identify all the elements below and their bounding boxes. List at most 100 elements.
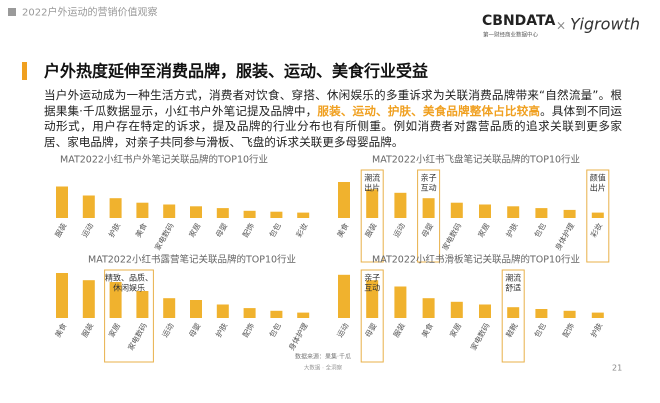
annotation-text: 出片 [590,183,606,193]
x-tick-label: 运动 [79,221,95,239]
x-tick-label: 护肤 [588,321,604,339]
bar [243,210,256,218]
bar [82,195,95,218]
annotation-text: 精致、品质、 [105,273,153,283]
bar [56,186,68,218]
chart-title: MAT2022小红书户外笔记关联品牌的TOP10行业 [60,154,268,166]
annotation-text: 潮流 [505,273,521,283]
x-tick-label: 家居 [447,321,463,339]
bar [270,211,283,218]
x-tick-label: 母婴 [214,221,230,239]
bar [109,198,122,218]
logo-sub: 第一财经商业数据中心 [483,31,539,39]
annotation-text: 亲子 [421,173,437,183]
bar [136,202,149,218]
title-bar [22,62,27,80]
bar [394,192,407,218]
bar [243,308,256,318]
bar [507,206,520,218]
x-tick-label: 家电数码 [440,221,464,252]
section-title: 2022户外运动的营销价值观察 [22,6,157,19]
bar [190,300,202,318]
bar [422,298,435,318]
chart-title: MAT2022小红书滑板笔记关联品牌的TOP10行业 [372,254,580,266]
bar [535,309,548,318]
bar [394,286,407,318]
logo-main: CBNDATA [482,13,555,29]
x-tick-label: 服装 [363,221,379,239]
para-text: 。具体到不同运动形式，用户存在特定的诉求，提及品牌的行业分布也有所侧重。例如消费… [44,103,622,149]
x-tick-label: 家电数码 [468,321,492,352]
bar [479,304,491,318]
slide-title: 户外热度延伸至消费品牌，服装、运动、美食行业受益 [44,62,428,81]
x-tick-label: 美食 [419,321,435,339]
x-tick-label: 护肤 [106,221,122,239]
x-tick-label: 身体护理 [286,321,310,352]
x-tick-label: 母婴 [187,321,203,339]
x-tick-label: 鞋靴 [504,321,520,339]
x-tick-label: 配饰 [240,321,256,339]
annotation-text: 休闲娱乐 [113,283,145,293]
annotation-box [417,169,441,263]
bar [338,182,350,218]
x-tick-label: 运动 [391,221,407,239]
logo-cross: × [556,19,566,33]
para-highlight: 服装、运动、护肤、美食品牌整体占比较高 [317,103,541,118]
x-tick-label: 包包 [532,321,548,339]
bar [216,304,229,318]
x-tick-label: 家居 [106,321,122,339]
bar [366,280,379,318]
x-tick-label: 运动 [334,321,350,339]
x-tick-label: 身体护理 [552,221,576,252]
x-tick-label: 美食 [133,221,149,239]
annotation-text: 出片 [364,183,380,193]
slogan: 大数据 · 全洞察 [304,364,343,372]
bar [535,208,548,218]
bar [56,273,68,318]
x-tick-label: 包包 [267,221,283,239]
bar [591,212,604,218]
para-text: 当户外运动成为一种生活方式，消费者对饮食、穿搭、休闲娱乐的多重诉求为关联消费品牌… [44,88,622,118]
section-marker [8,8,16,16]
x-tick-label: 彩妆 [588,221,604,239]
x-tick-label: 服装 [391,321,407,339]
annotation-text: 亲子 [364,273,380,283]
chart-title: MAT2022小红书飞盘笔记关联品牌的TOP10行业 [372,154,580,166]
bar [136,291,149,318]
x-tick-label: 服装 [79,321,95,339]
x-tick-label: 护肤 [504,221,520,239]
x-tick-label: 家居 [475,221,491,239]
x-tick-label: 美食 [52,321,68,339]
bar [270,310,283,318]
annotation-text: 舒适 [505,283,521,293]
bar [109,282,122,318]
annotation-box [104,269,154,363]
x-tick-label: 配饰 [560,321,576,339]
bar [216,208,229,218]
bar [479,204,491,218]
x-tick-label: 母婴 [363,321,379,339]
x-tick-label: 美食 [334,221,350,239]
source: 数据来源：果集·千瓜 [295,353,351,361]
logo-partner: Yigrowth [570,15,640,34]
x-tick-label: 家居 [186,221,202,239]
bar [163,298,176,318]
bar [163,204,176,218]
annotation-box [501,269,525,363]
bar [297,212,310,218]
x-tick-label: 家电数码 [152,221,176,252]
annotation-text: 互动 [421,183,437,193]
annotation-text: 互动 [364,283,380,293]
x-tick-label: 包包 [267,321,283,339]
x-tick-label: 家电数码 [125,321,149,352]
x-tick-label: 运动 [160,321,176,339]
annotation-text: 潮流 [364,173,380,183]
annotation-box [360,169,384,263]
bar [563,310,576,318]
bar [591,312,604,318]
bar [450,202,463,218]
x-tick-label: 配饰 [240,221,256,239]
page-number: 21 [612,364,622,373]
